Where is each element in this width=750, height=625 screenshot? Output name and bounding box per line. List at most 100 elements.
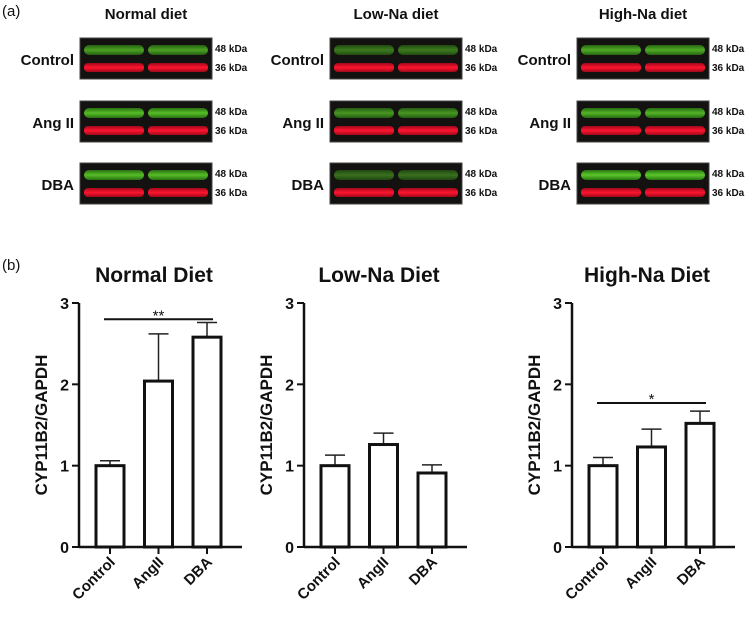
blot-row-label: DBA xyxy=(539,177,572,194)
marker-48kda: 48 kDa xyxy=(215,107,248,118)
marker-48kda: 48 kDa xyxy=(712,107,745,118)
bar-angii xyxy=(636,445,667,549)
y-tick-label: 3 xyxy=(553,296,562,313)
y-tick-label: 3 xyxy=(60,296,69,313)
marker-48kda: 48 kDa xyxy=(465,169,498,180)
marker-36kda: 36 kDa xyxy=(465,63,498,74)
band-48kda xyxy=(581,170,641,180)
blot-image xyxy=(79,162,213,205)
band-48kda xyxy=(84,45,144,55)
panel-label-b: (b) xyxy=(2,257,20,274)
band-36kda xyxy=(148,63,208,72)
band-36kda xyxy=(645,63,705,72)
y-axis-label: CYP11B2/GAPDH xyxy=(525,355,544,496)
bar-chart-0: Normal Diet CYP11B2/GAPDH 0 1 2 3 Control AngII… xyxy=(32,264,242,604)
significance-label: ** xyxy=(153,307,165,324)
band-36kda xyxy=(148,126,208,135)
marker-48kda: 48 kDa xyxy=(465,107,498,118)
band-36kda xyxy=(398,63,458,72)
band-36kda xyxy=(84,188,144,197)
band-36kda xyxy=(334,63,394,72)
bar-control xyxy=(319,464,351,549)
bar-dba xyxy=(684,421,716,549)
y-tick-label: 2 xyxy=(553,377,562,394)
y-tick-label: 2 xyxy=(60,377,69,394)
panel-label-a: (a) xyxy=(2,3,20,20)
y-tick-label: 0 xyxy=(553,540,562,557)
x-tick-label: Control xyxy=(69,554,119,604)
x-tick-label: AngII xyxy=(622,554,661,593)
band-36kda xyxy=(398,188,458,197)
marker-36kda: 36 kDa xyxy=(712,126,745,137)
band-48kda xyxy=(148,45,208,55)
blot-row-label: Control xyxy=(21,52,74,69)
bar-dba xyxy=(416,471,448,549)
chart-title: High-Na Diet xyxy=(584,264,710,287)
blot-image xyxy=(79,100,213,143)
band-48kda xyxy=(84,170,144,180)
band-48kda xyxy=(645,45,705,55)
band-48kda xyxy=(334,45,394,55)
blot-row-label: Control xyxy=(518,52,571,69)
band-48kda xyxy=(645,170,705,180)
blot-row-label: Ang II xyxy=(32,115,74,132)
band-48kda xyxy=(398,170,458,180)
band-48kda xyxy=(645,108,705,118)
blot-row-label: Control xyxy=(271,52,324,69)
marker-36kda: 36 kDa xyxy=(712,63,745,74)
blot-row-label: Ang II xyxy=(282,115,324,132)
y-axis-label: CYP11B2/GAPDH xyxy=(257,355,276,496)
marker-48kda: 48 kDa xyxy=(712,169,745,180)
marker-36kda: 36 kDa xyxy=(465,188,498,199)
x-tick-label: DBA xyxy=(674,554,709,589)
marker-48kda: 48 kDa xyxy=(712,44,745,55)
blot-image xyxy=(576,162,710,205)
blot-image xyxy=(329,100,463,143)
y-tick-label: 3 xyxy=(285,296,294,313)
marker-36kda: 36 kDa xyxy=(465,126,498,137)
marker-48kda: 48 kDa xyxy=(215,44,248,55)
band-36kda xyxy=(334,188,394,197)
blot-image xyxy=(576,100,710,143)
marker-48kda: 48 kDa xyxy=(465,44,498,55)
band-48kda xyxy=(398,108,458,118)
marker-36kda: 36 kDa xyxy=(215,188,248,199)
x-tick-label: DBA xyxy=(181,554,216,589)
y-tick-label: 1 xyxy=(553,459,562,476)
x-tick-label: DBA xyxy=(406,554,441,589)
bar-angii xyxy=(143,379,174,549)
band-36kda xyxy=(581,126,641,135)
band-36kda xyxy=(645,188,705,197)
band-48kda xyxy=(334,170,394,180)
bar-control xyxy=(94,464,126,549)
band-48kda xyxy=(334,108,394,118)
bar-control xyxy=(587,464,619,549)
y-tick-label: 1 xyxy=(60,459,69,476)
band-36kda xyxy=(148,188,208,197)
blot-column-title: Normal diet xyxy=(105,6,188,23)
x-tick-label: AngII xyxy=(354,554,393,593)
band-36kda xyxy=(581,63,641,72)
blot-image xyxy=(576,37,710,80)
blot-row-label: DBA xyxy=(42,177,75,194)
y-tick-label: 0 xyxy=(285,540,294,557)
band-48kda xyxy=(84,108,144,118)
band-48kda xyxy=(148,170,208,180)
y-tick-label: 2 xyxy=(285,377,294,394)
band-48kda xyxy=(581,108,641,118)
bar-chart-1: Low-Na Diet CYP11B2/GAPDH 0 1 2 3 Control AngII… xyxy=(257,264,467,604)
marker-48kda: 48 kDa xyxy=(215,169,248,180)
marker-36kda: 36 kDa xyxy=(712,188,745,199)
bar-angii xyxy=(368,443,399,549)
blot-column-title: Low-Na diet xyxy=(354,6,439,23)
marker-36kda: 36 kDa xyxy=(215,63,248,74)
band-48kda xyxy=(398,45,458,55)
bar-chart-2: High-Na Diet CYP11B2/GAPDH 0 1 2 3 Control AngI… xyxy=(525,264,735,604)
band-48kda xyxy=(148,108,208,118)
band-36kda xyxy=(581,188,641,197)
blot-image xyxy=(329,162,463,205)
band-36kda xyxy=(84,63,144,72)
blot-column-title: High-Na diet xyxy=(599,6,687,23)
band-48kda xyxy=(581,45,641,55)
bar-dba xyxy=(191,335,223,549)
